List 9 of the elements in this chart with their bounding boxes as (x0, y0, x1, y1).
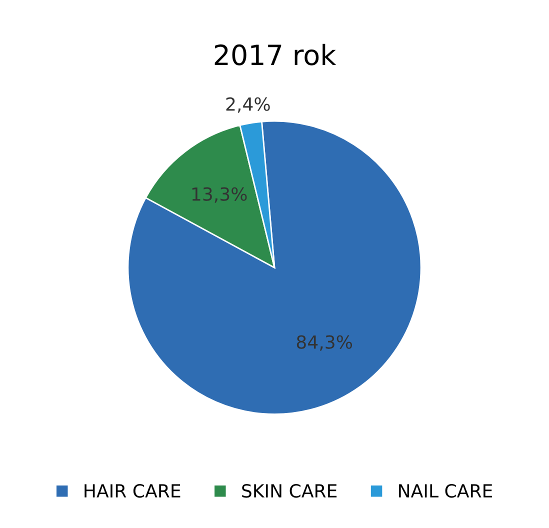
legend-label: NAIL CARE (399, 484, 492, 498)
pie-slice (127, 120, 422, 415)
data-label: 84,3% (296, 335, 352, 351)
legend-label: SKIN CARE (242, 484, 337, 498)
legend-label: HAIR CARE (84, 484, 180, 498)
data-label: 2,4% (226, 97, 270, 113)
chart-title: 2017 rok (214, 44, 336, 66)
data-label: 13,3% (192, 187, 247, 203)
pie-slice (144, 124, 276, 268)
